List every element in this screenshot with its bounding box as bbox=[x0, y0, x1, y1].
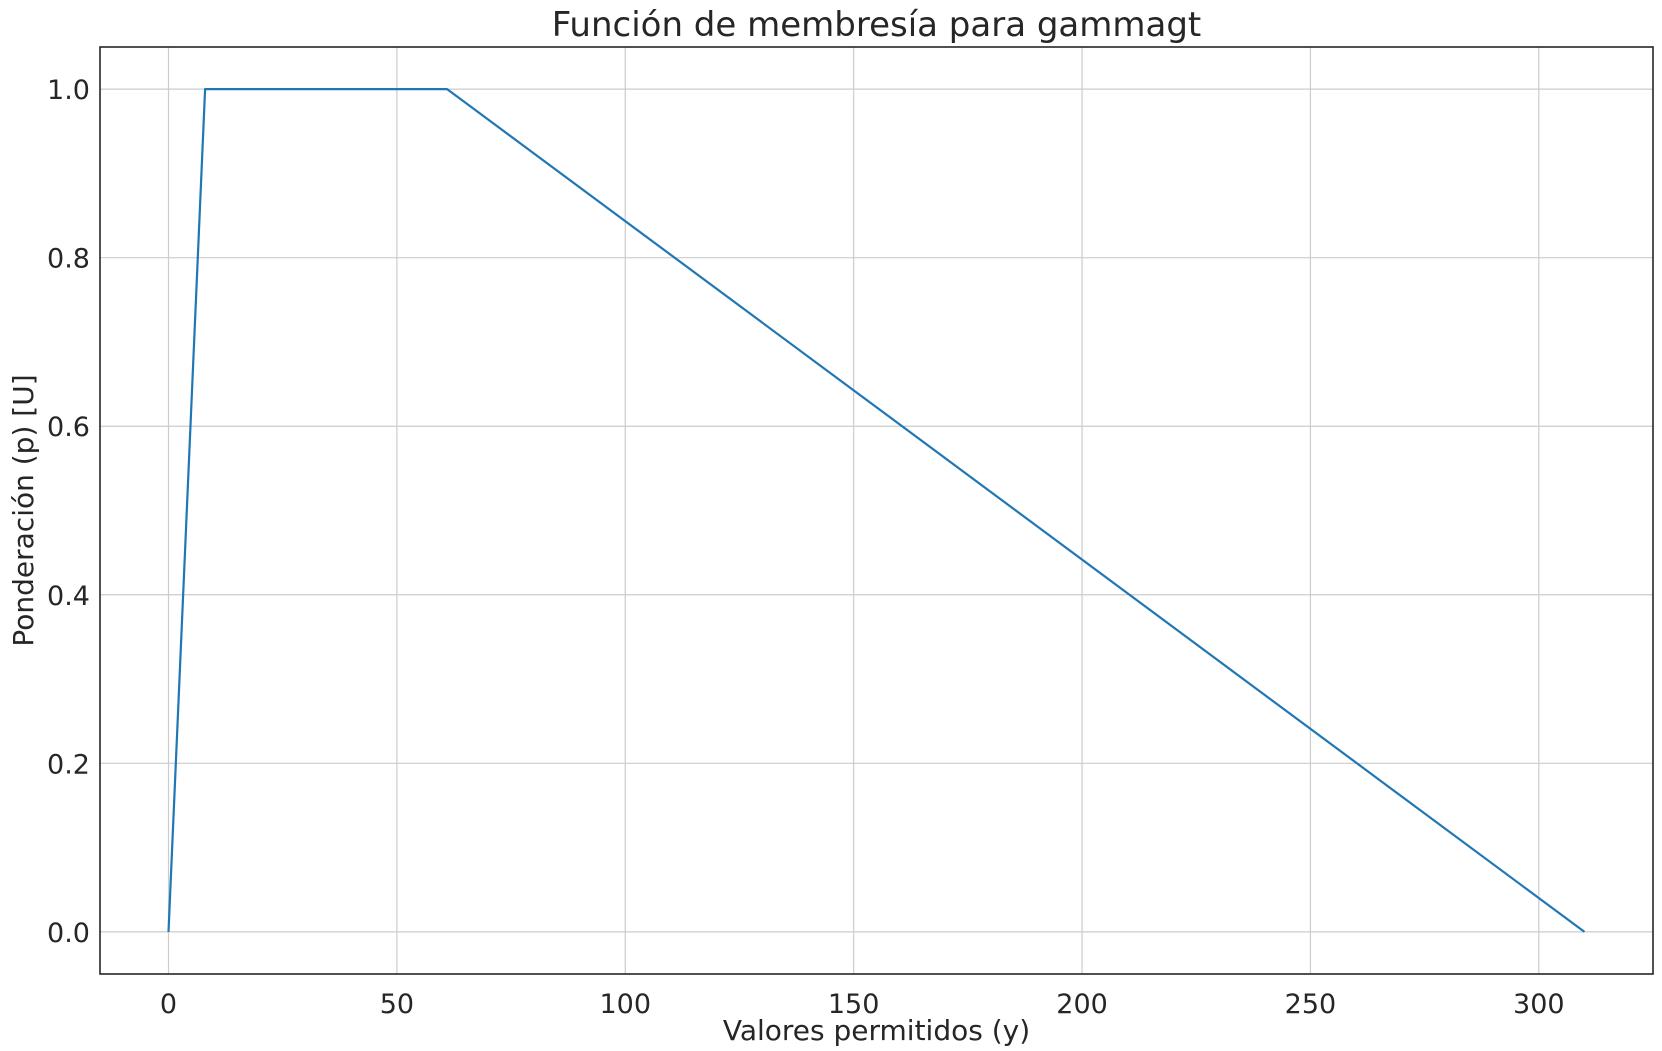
x-axis-label: Valores permitidos (y) bbox=[723, 1014, 1030, 1047]
plot-frame bbox=[99, 46, 1654, 975]
series-group bbox=[167, 87, 1586, 933]
x-tick-label: 50 bbox=[380, 989, 414, 1020]
chart-title: Función de membresía para gammagt bbox=[552, 5, 1202, 45]
x-tick-label: 250 bbox=[1285, 989, 1337, 1020]
y-tick-label: 1.0 bbox=[47, 75, 90, 106]
y-tick-label: 0.2 bbox=[47, 749, 90, 780]
y-tick-label: 0.0 bbox=[47, 918, 90, 949]
x-tick-labels: 0 50 100 150 200 250 300 bbox=[160, 989, 1565, 1020]
series-line bbox=[167, 87, 1586, 933]
y-axis-label: Ponderación (p) [U] bbox=[7, 374, 40, 646]
x-tick-label: 150 bbox=[828, 989, 880, 1020]
y-tick-label: 0.6 bbox=[47, 412, 90, 443]
y-tick-labels: 0.0 0.2 0.4 0.6 0.8 1.0 bbox=[47, 75, 90, 949]
x-tick-label: 200 bbox=[1056, 989, 1108, 1020]
y-tick-label: 0.8 bbox=[47, 244, 90, 275]
grid bbox=[100, 47, 1653, 974]
x-tick-label: 300 bbox=[1513, 989, 1565, 1020]
y-tick-label: 0.4 bbox=[47, 581, 90, 612]
x-tick-label: 0 bbox=[160, 989, 177, 1020]
x-tick-label: 100 bbox=[600, 989, 652, 1020]
